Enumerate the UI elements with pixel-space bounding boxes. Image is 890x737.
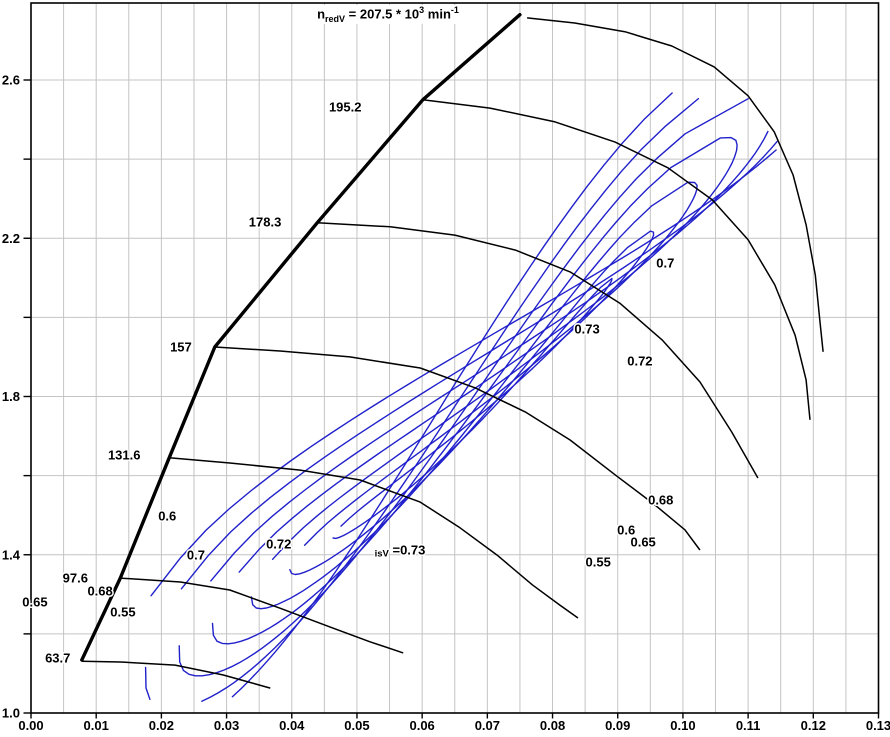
speed-line-195.2 xyxy=(422,99,811,420)
efficiency-label-0.55: 0.55 xyxy=(586,554,611,569)
speed-line-label-157: 157 xyxy=(170,340,192,355)
x-tick-label: 0.10 xyxy=(670,718,695,733)
y-tick-label: 1.8 xyxy=(2,389,20,404)
x-tick-label: 0.07 xyxy=(475,718,500,733)
y-tick-label: 1.0 xyxy=(2,706,20,721)
efficiency-label-0.6: 0.6 xyxy=(158,508,176,523)
efficiency-label-0.68: 0.68 xyxy=(648,493,673,508)
efficiency-label-0.65: 0.65 xyxy=(630,535,655,550)
efficiency-label-0.72: 0.72 xyxy=(266,537,291,552)
x-tick-label: 0.12 xyxy=(801,718,826,733)
y-tick-label: 2.6 xyxy=(2,73,20,88)
speed-line-178.3 xyxy=(317,222,759,479)
speed-line-label-63.7: 63.7 xyxy=(45,651,70,666)
title-exponent: 3 xyxy=(419,5,425,15)
efficiency-label-0.68: 0.68 xyxy=(87,584,112,599)
speed-line-label-97.6: 97.6 xyxy=(63,571,88,586)
plot-frame xyxy=(30,2,880,714)
x-tick-label: 0.00 xyxy=(18,718,43,733)
efficiency-contour-0.72 xyxy=(289,230,655,576)
x-tick-label: 0.08 xyxy=(540,718,565,733)
efficiency-label-0.73: isV =0.73 xyxy=(375,543,426,560)
speed-line-63.7 xyxy=(81,660,271,689)
surge-line xyxy=(80,13,522,662)
x-tick-label: 0.04 xyxy=(279,718,305,733)
speed-line-97.6 xyxy=(120,577,404,654)
speed-line-207.5 xyxy=(527,17,824,352)
speed-line-label-131.6: 131.6 xyxy=(108,448,141,463)
efficiency-label-0.7: 0.7 xyxy=(656,255,674,270)
title-symbol: n xyxy=(317,6,326,22)
x-tick-label: 0.13 xyxy=(866,718,890,733)
efficiency-contour-0.6 xyxy=(144,97,778,702)
efficiency-label-0.73: 0.73 xyxy=(574,321,599,336)
title-value: = 207.5 * 10 xyxy=(345,6,420,22)
efficiency-contour-0.68 xyxy=(211,136,738,645)
title-unit-exponent: -1 xyxy=(450,5,459,15)
efficiency-label-0.65: 0.65 xyxy=(22,594,47,609)
title-unit: min xyxy=(424,6,451,22)
efficiency-label-0.6: 0.6 xyxy=(617,522,635,537)
speed-line-label-178.3: 178.3 xyxy=(249,215,282,230)
efficiency-label-0.7: 0.7 xyxy=(187,548,205,563)
x-tick-label: 0.02 xyxy=(149,718,174,733)
x-tick-label: 0.11 xyxy=(736,718,761,733)
x-tick-label: 0.03 xyxy=(214,718,239,733)
speed-line-157 xyxy=(214,346,701,551)
y-tick-label: 1.4 xyxy=(2,547,21,562)
x-tick-label: 0.01 xyxy=(84,718,109,733)
x-tick-label: 0.09 xyxy=(605,718,630,733)
y-tick-label: 2.2 xyxy=(2,231,20,246)
x-tick-label: 0.06 xyxy=(409,718,434,733)
efficiency-label-0.72: 0.72 xyxy=(627,353,652,368)
title-symbol-subscript: redV xyxy=(325,13,346,24)
speed-line-label-195.2: 195.2 xyxy=(329,99,362,114)
speed-line-131.6 xyxy=(169,457,579,619)
efficiency-label-0.55: 0.55 xyxy=(110,605,135,620)
chart-title: nredV = 207.5 * 103 min-1 xyxy=(314,5,462,24)
x-tick-label: 0.05 xyxy=(344,718,369,733)
